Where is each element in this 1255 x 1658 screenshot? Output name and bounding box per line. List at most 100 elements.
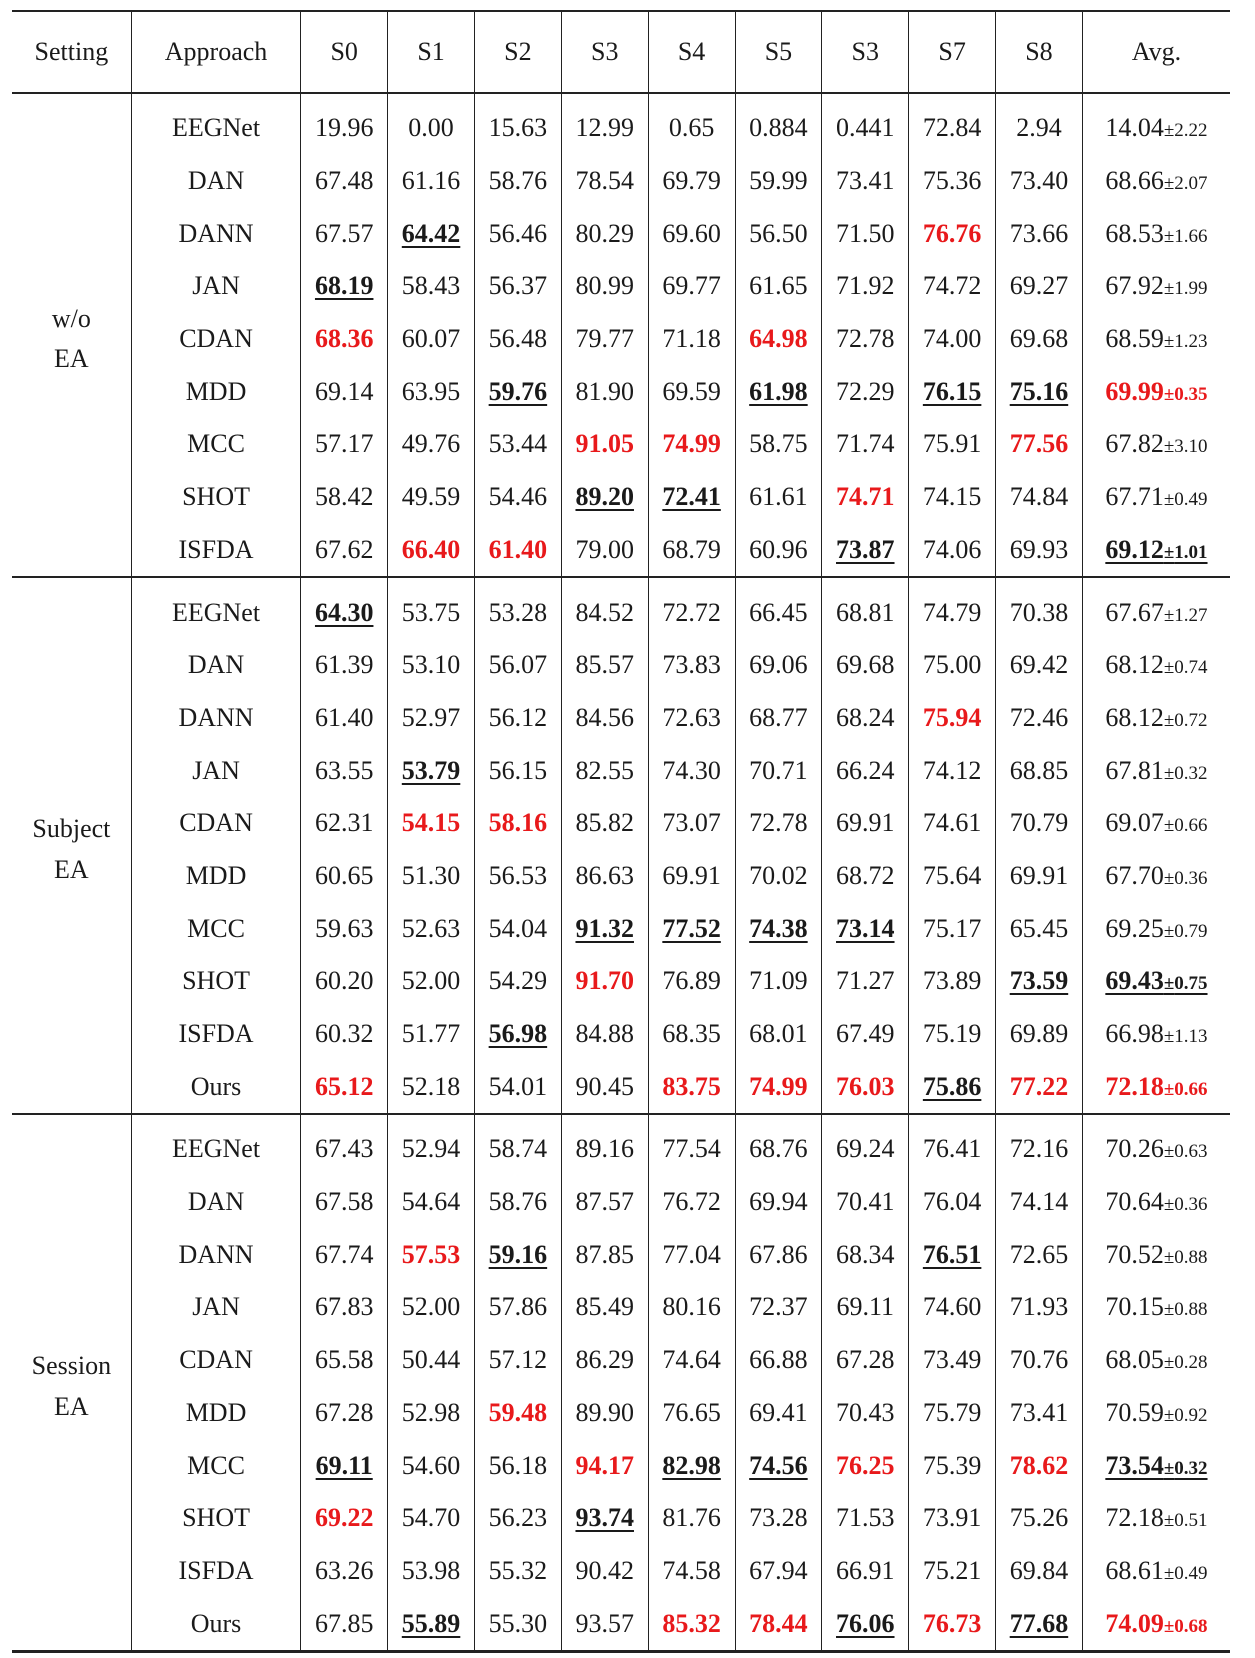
value-cell: 69.89 xyxy=(995,1007,1083,1061)
table-row: DAN 67.58 54.64 58.76 87.57 76.72 69.94 70.41 76… xyxy=(12,1175,1230,1229)
table-row: MDD 69.14 63.95 59.76 81.90 69.59 61.98 72.29 76… xyxy=(12,365,1230,419)
value-cell: 59.16 xyxy=(473,1228,562,1282)
value-text: 69.22 xyxy=(314,1503,374,1533)
avg-std: 0.32 xyxy=(1174,1457,1208,1479)
value-text: 74.00 xyxy=(922,324,982,354)
avg-value: 72.18±0.51 xyxy=(1105,1503,1207,1532)
value-text: 94.17 xyxy=(575,1450,634,1480)
value-text: 69.27 xyxy=(1009,271,1069,301)
value-text: 49.76 xyxy=(401,429,461,459)
value-cell: 74.00 xyxy=(908,312,996,366)
value-text: 74.30 xyxy=(662,755,721,785)
value-cell: 60.32 xyxy=(300,1007,388,1061)
value-text: 74.99 xyxy=(662,429,721,459)
value-text: 54.15 xyxy=(401,808,461,838)
value-cell: 74.38 xyxy=(734,902,822,955)
group-2: Session EA EEGNet 67.43 52.94 58.74 89.16 77.54… xyxy=(12,1114,1230,1652)
value-text: 69.68 xyxy=(1009,324,1069,354)
value-text: 53.28 xyxy=(488,597,548,627)
value-text: 51.77 xyxy=(401,1019,461,1049)
avg-cell: 68.12±0.74 xyxy=(1081,638,1230,692)
value-text: 68.79 xyxy=(662,534,721,564)
plus-minus-sign: ± xyxy=(1163,920,1175,942)
value-cell: 73.49 xyxy=(908,1333,996,1387)
value-text: 66.45 xyxy=(749,597,808,627)
avg-cell: 68.05±0.28 xyxy=(1081,1333,1230,1387)
value-cell: 75.21 xyxy=(908,1544,996,1598)
value-text: 68.24 xyxy=(836,702,895,732)
value-text: 68.81 xyxy=(836,597,895,627)
plus-minus-sign: ± xyxy=(1163,1562,1175,1584)
avg-mean: 14.04 xyxy=(1105,113,1164,143)
value-text: 66.24 xyxy=(836,755,895,785)
value-text: 70.02 xyxy=(749,860,808,890)
value-cell: 58.16 xyxy=(473,796,562,850)
value-text: 56.12 xyxy=(488,702,548,732)
avg-cell: 68.53±1.66 xyxy=(1081,207,1230,261)
value-text: 83.75 xyxy=(662,1071,721,1101)
plus-minus-sign: ± xyxy=(1163,1457,1175,1479)
value-cell: 52.00 xyxy=(387,1281,475,1334)
value-text: 73.66 xyxy=(1009,218,1069,248)
value-cell: 69.27 xyxy=(995,260,1083,313)
value-text: 72.84 xyxy=(922,113,982,143)
value-cell: 71.18 xyxy=(647,312,735,366)
avg-std: 0.68 xyxy=(1174,1615,1208,1637)
value-cell: 53.98 xyxy=(387,1544,475,1598)
avg-value: 67.67±1.27 xyxy=(1105,598,1207,627)
avg-cell: 68.12±0.72 xyxy=(1081,691,1230,745)
value-cell: 12.99 xyxy=(560,93,649,155)
value-text: 76.06 xyxy=(836,1608,895,1638)
setting-label: Subject EA xyxy=(12,577,131,1114)
value-cell: 72.29 xyxy=(821,365,909,419)
value-text: 74.60 xyxy=(922,1292,982,1322)
avg-cell: 68.61±0.49 xyxy=(1081,1544,1230,1598)
header-s3-second: S3 xyxy=(821,11,909,93)
value-text: 60.96 xyxy=(749,534,808,564)
value-text: 60.20 xyxy=(314,966,374,996)
value-cell: 69.77 xyxy=(647,260,735,313)
value-text: 67.28 xyxy=(314,1397,374,1427)
value-text: 74.84 xyxy=(1009,482,1069,512)
value-text: 52.97 xyxy=(401,702,461,732)
header-s2: S2 xyxy=(473,11,562,93)
value-text: 76.03 xyxy=(836,1071,895,1101)
avg-value: 67.92±1.99 xyxy=(1105,271,1207,300)
value-text: 71.50 xyxy=(836,218,895,248)
plus-minus-sign: ± xyxy=(1163,225,1175,247)
value-text: 54.64 xyxy=(401,1187,461,1217)
value-cell: 73.87 xyxy=(821,523,909,578)
value-text: 70.41 xyxy=(836,1187,895,1217)
value-text: 69.79 xyxy=(662,166,721,196)
avg-mean: 68.53 xyxy=(1105,218,1164,248)
value-cell: 68.35 xyxy=(647,1007,735,1061)
value-text: 58.76 xyxy=(488,1187,548,1217)
value-cell: 71.92 xyxy=(821,260,909,313)
table-row: MCC 69.11 54.60 56.18 94.17 82.98 74.56 76.25 75… xyxy=(12,1439,1230,1492)
value-cell: 54.29 xyxy=(473,955,562,1008)
value-cell: 67.83 xyxy=(300,1281,388,1334)
table-row: JAN 67.83 52.00 57.86 85.49 80.16 72.37 69.11 74… xyxy=(12,1281,1230,1334)
table-row: DANN 67.57 64.42 56.46 80.29 69.60 56.50 71.50 7… xyxy=(12,207,1230,261)
value-text: 52.98 xyxy=(401,1397,461,1427)
avg-value: 68.59±1.23 xyxy=(1105,324,1207,353)
value-cell: 58.76 xyxy=(473,154,562,208)
avg-value: 72.18±0.66 xyxy=(1105,1072,1207,1101)
value-cell: 72.65 xyxy=(995,1228,1083,1282)
avg-value: 68.66±2.07 xyxy=(1105,166,1207,195)
value-cell: 0.441 xyxy=(821,93,909,155)
avg-std: 0.36 xyxy=(1174,1194,1208,1216)
avg-mean: 74.09 xyxy=(1105,1608,1164,1638)
value-cell: 57.17 xyxy=(300,418,388,471)
value-cell: 69.59 xyxy=(647,365,735,419)
value-text: 87.85 xyxy=(575,1239,634,1269)
avg-cell: 67.70±0.36 xyxy=(1081,849,1230,903)
value-text: 63.26 xyxy=(314,1555,374,1585)
value-cell: 74.64 xyxy=(647,1333,735,1387)
value-cell: 60.20 xyxy=(300,955,388,1008)
value-text: 77.56 xyxy=(1009,429,1069,459)
value-cell: 70.79 xyxy=(995,796,1083,850)
avg-cell: 68.59±1.23 xyxy=(1081,312,1230,366)
value-text: 75.16 xyxy=(1009,376,1069,406)
value-cell: 70.71 xyxy=(734,744,822,797)
